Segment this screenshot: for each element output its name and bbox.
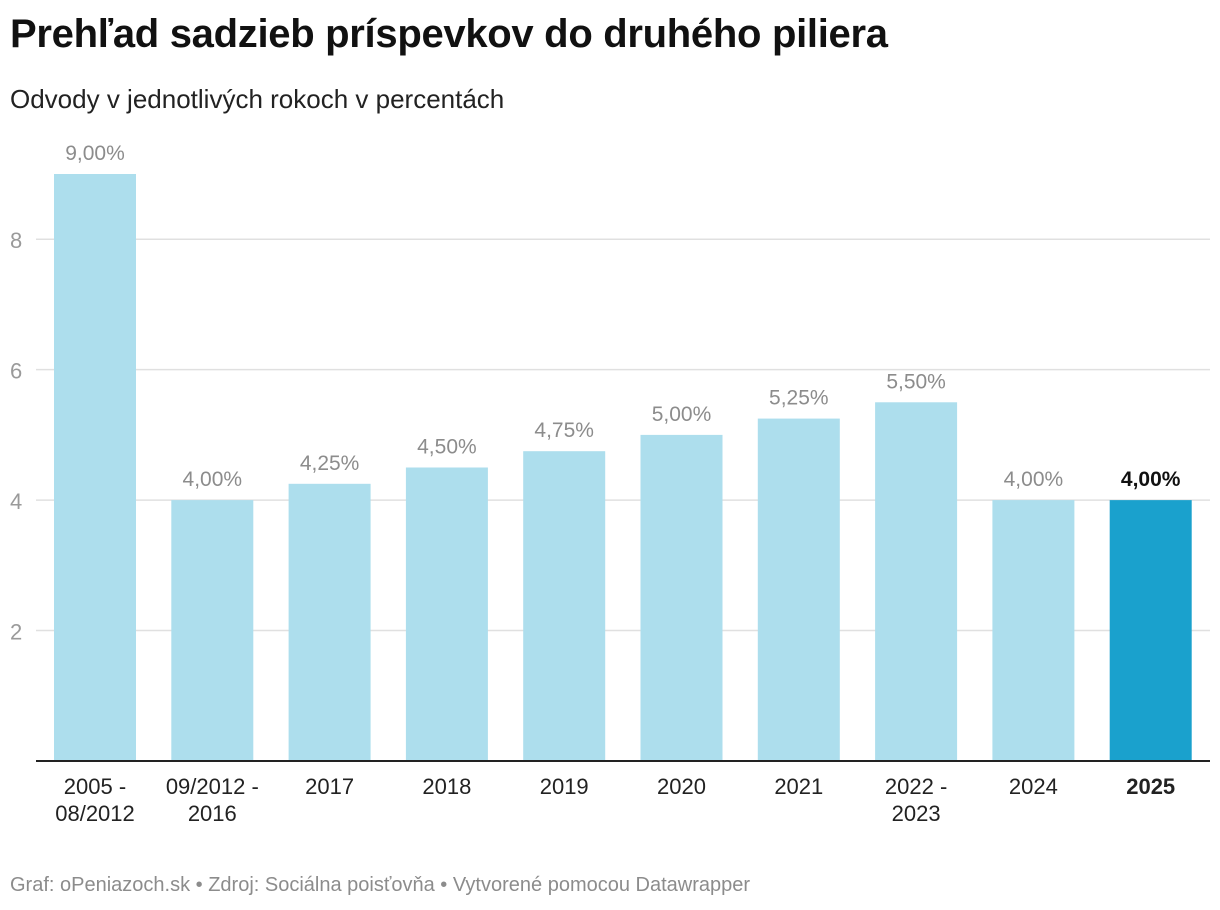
x-tick-label-line: 2021 — [774, 774, 823, 799]
data-label: 4,00% — [183, 468, 243, 491]
chart-footer: Graf: oPeniazoch.sk • Zdroj: Sociálna po… — [10, 874, 751, 896]
bar — [288, 483, 371, 761]
data-label: 4,50% — [417, 436, 477, 459]
chart-subtitle: Odvody v jednotlivých rokoch v percentác… — [10, 84, 505, 114]
x-tick-label: 2021 — [774, 774, 823, 799]
bar — [992, 500, 1075, 761]
y-tick-label: 2 — [10, 620, 22, 645]
bar — [523, 451, 606, 761]
x-tick-label-line: 2025 — [1126, 774, 1175, 799]
x-tick-label-line: 2016 — [188, 801, 237, 826]
x-tick-label: 2019 — [540, 774, 589, 799]
bar — [54, 174, 136, 761]
data-label: 5,25% — [769, 387, 829, 410]
x-tick-label-line: 2018 — [422, 774, 471, 799]
x-tick-label-line: 2023 — [892, 801, 941, 826]
x-tick-label-line: 2024 — [1009, 774, 1058, 799]
bar — [1109, 500, 1192, 761]
data-label: 4,00% — [1004, 468, 1064, 491]
x-tick-label-line: 08/2012 — [55, 801, 135, 826]
x-tick-label: 2017 — [305, 774, 354, 799]
x-tick-label-line: 09/2012 - — [166, 774, 259, 799]
data-label: 5,50% — [886, 370, 946, 393]
x-tick-label: 2024 — [1009, 774, 1058, 799]
data-label: 9,00% — [65, 142, 125, 165]
y-tick-label: 8 — [10, 228, 22, 253]
y-tick-label: 4 — [10, 489, 22, 514]
x-tick-label: 09/2012 -2016 — [166, 774, 259, 826]
x-tick-label-line: 2017 — [305, 774, 354, 799]
data-label: 4,25% — [300, 452, 360, 475]
x-tick-label-line: 2022 - — [885, 774, 947, 799]
x-tick-label-line: 2020 — [657, 774, 706, 799]
bar — [757, 418, 840, 761]
data-label: 4,75% — [534, 419, 594, 442]
x-tick-label: 2022 -2023 — [885, 774, 947, 826]
bar — [875, 402, 958, 761]
y-tick-label: 6 — [10, 359, 22, 384]
x-tick-label: 2025 — [1126, 774, 1175, 799]
data-label: 5,00% — [652, 403, 712, 426]
data-label: 4,00% — [1121, 468, 1181, 491]
x-tick-label: 2020 — [657, 774, 706, 799]
bar — [640, 434, 723, 761]
x-tick-label-line: 2005 - — [64, 774, 126, 799]
x-tick-label-line: 2019 — [540, 774, 589, 799]
chart-title: Prehľad sadzieb príspevkov do druhého pi… — [10, 12, 888, 56]
bar — [405, 467, 488, 761]
x-tick-label: 2005 -08/2012 — [55, 774, 135, 826]
x-tick-label: 2018 — [422, 774, 471, 799]
bar — [171, 500, 254, 761]
